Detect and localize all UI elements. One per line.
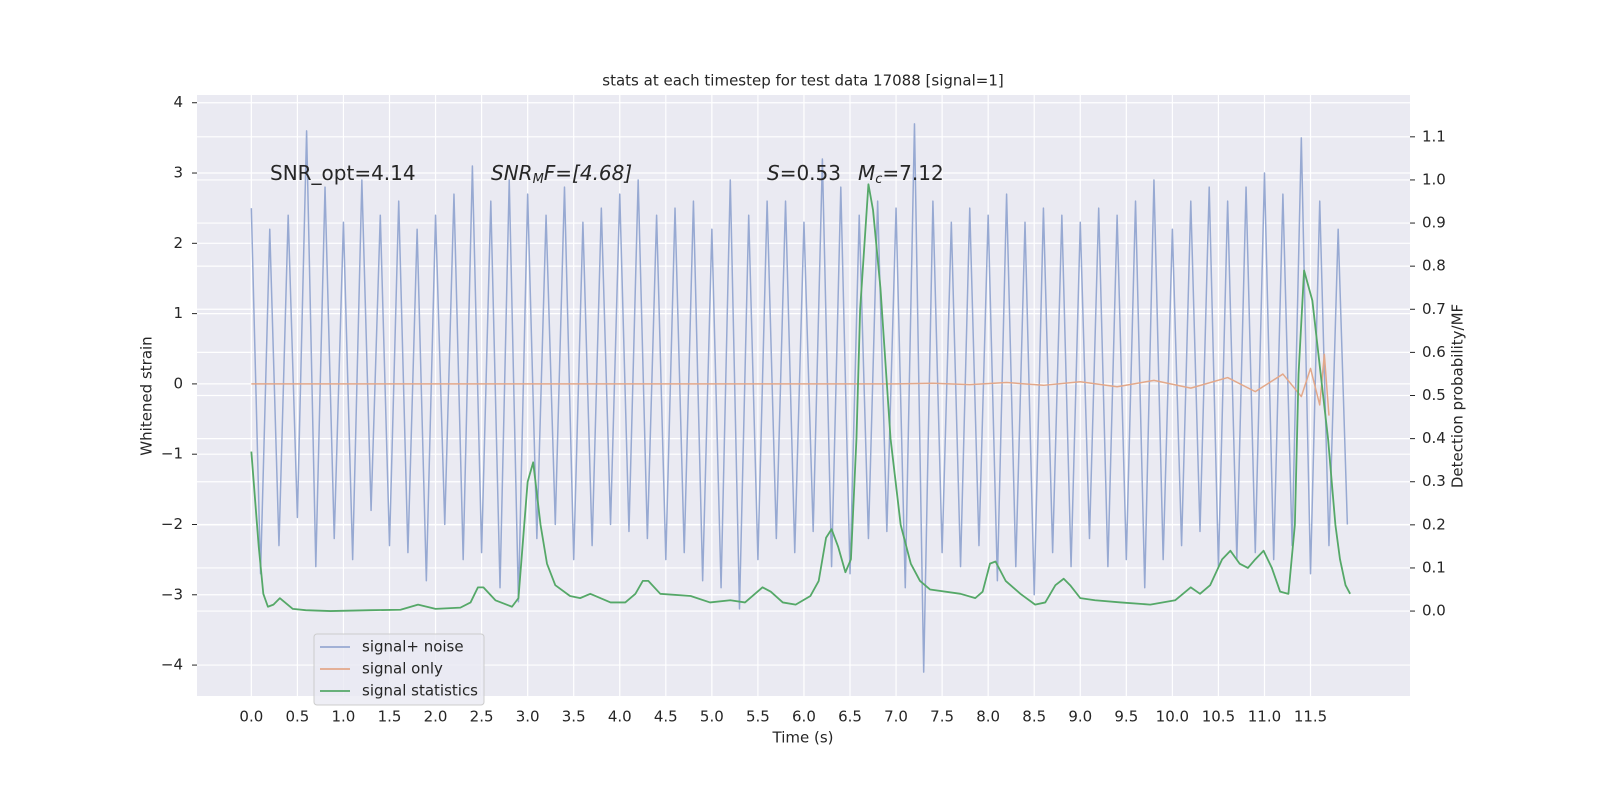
labels: stats at each timestep for test data 170… xyxy=(138,72,1467,747)
series-line xyxy=(251,353,1330,416)
y2-tick-label: 1.1 xyxy=(1422,127,1446,145)
x-tick-label: 10.5 xyxy=(1202,708,1235,726)
x-tick-label: 6.5 xyxy=(838,708,862,726)
annotation: S=0.53 xyxy=(767,161,841,185)
x-axis-label: Time (s) xyxy=(772,729,834,747)
x-tick-label: 5.5 xyxy=(746,708,770,726)
y-tick-label: 0 xyxy=(173,374,183,392)
y2-tick-label: 0.8 xyxy=(1422,257,1446,275)
x-tick-label: 2.0 xyxy=(424,708,448,726)
x-tick-label: 1.0 xyxy=(332,708,356,726)
x-tick-label: 10.0 xyxy=(1156,708,1189,726)
x-tick-label: 0.5 xyxy=(285,708,309,726)
x-tick-label: 0.0 xyxy=(239,708,263,726)
annotation-text: SNR_opt=4.14 xyxy=(270,161,416,185)
x-tick-label: 8.5 xyxy=(1022,708,1046,726)
y-tick-label: −3 xyxy=(161,585,183,603)
y2-tick-label: 0.0 xyxy=(1422,602,1446,620)
annotation-text: M xyxy=(858,161,875,185)
x-tick-label: 3.5 xyxy=(562,708,586,726)
annotation-text: SNR xyxy=(491,161,533,185)
x-tick-label: 1.5 xyxy=(378,708,402,726)
x-tick-label: 8.0 xyxy=(976,708,1000,726)
y2-axis-label: Detection probability/MF xyxy=(1449,304,1467,488)
x-tick-label: 9.5 xyxy=(1114,708,1138,726)
x-tick-label: 11.0 xyxy=(1248,708,1281,726)
x-tick-label: 9.0 xyxy=(1068,708,1092,726)
x-tick-label: 11.5 xyxy=(1294,708,1327,726)
annotation: SNR_opt=4.14 xyxy=(270,161,416,185)
y2-tick-label: 0.9 xyxy=(1422,214,1446,232)
grid xyxy=(197,95,1410,696)
annotation-subscript: M xyxy=(533,172,544,187)
legend-box xyxy=(313,633,485,706)
y-tick-label: −1 xyxy=(161,445,183,463)
marks xyxy=(250,123,1351,673)
annotation-text: =7.12 xyxy=(882,161,943,185)
y2-tick-label: 0.4 xyxy=(1422,429,1446,447)
x-tick-label: 7.0 xyxy=(884,708,908,726)
annotation-subscript: c xyxy=(875,172,882,187)
annotation-text: F=[4.68] xyxy=(544,161,632,185)
series-line xyxy=(250,183,1351,612)
annotation-text: =0.53 xyxy=(780,161,841,185)
x-tick-label: 4.5 xyxy=(654,708,678,726)
chart-title: stats at each timestep for test data 170… xyxy=(602,72,1003,90)
x-tick-label: 6.0 xyxy=(792,708,816,726)
y-tick-label: −2 xyxy=(161,515,183,533)
y2-tick-label: 0.6 xyxy=(1422,343,1446,361)
y-tick-label: 3 xyxy=(173,164,183,182)
legend-label: signal only xyxy=(362,660,443,678)
series-line xyxy=(250,123,1349,673)
y-tick-label: 1 xyxy=(173,304,183,322)
y2-tick-label: 1.0 xyxy=(1422,170,1446,188)
legend-label: signal statistics xyxy=(362,682,478,700)
y-axis-label: Whitened strain xyxy=(138,336,156,455)
y2-tick-label: 0.5 xyxy=(1422,386,1446,404)
y2-tick-label: 0.3 xyxy=(1422,472,1446,490)
x-tick-label: 4.0 xyxy=(608,708,632,726)
y2-tick-label: 0.2 xyxy=(1422,515,1446,533)
legend-label: signal+ noise xyxy=(362,638,464,656)
x-tick-label: 7.5 xyxy=(930,708,954,726)
y2-tick-label: 0.7 xyxy=(1422,300,1446,318)
y-tick-label: 2 xyxy=(173,234,183,252)
x-tick-label: 2.5 xyxy=(470,708,494,726)
x-tick-label: 5.0 xyxy=(700,708,724,726)
y-tick-label: 4 xyxy=(173,93,183,111)
x-tick-label: 3.0 xyxy=(516,708,540,726)
annotation: SNRMF=[4.68] xyxy=(491,161,632,187)
legend: signal+ noise signal only signal statistic… xyxy=(313,633,485,706)
y2-tick-label: 0.1 xyxy=(1422,558,1446,576)
annotation-text: S xyxy=(767,161,780,185)
annotation: Mc=7.12 xyxy=(858,161,944,187)
y-tick-label: −4 xyxy=(161,656,183,674)
